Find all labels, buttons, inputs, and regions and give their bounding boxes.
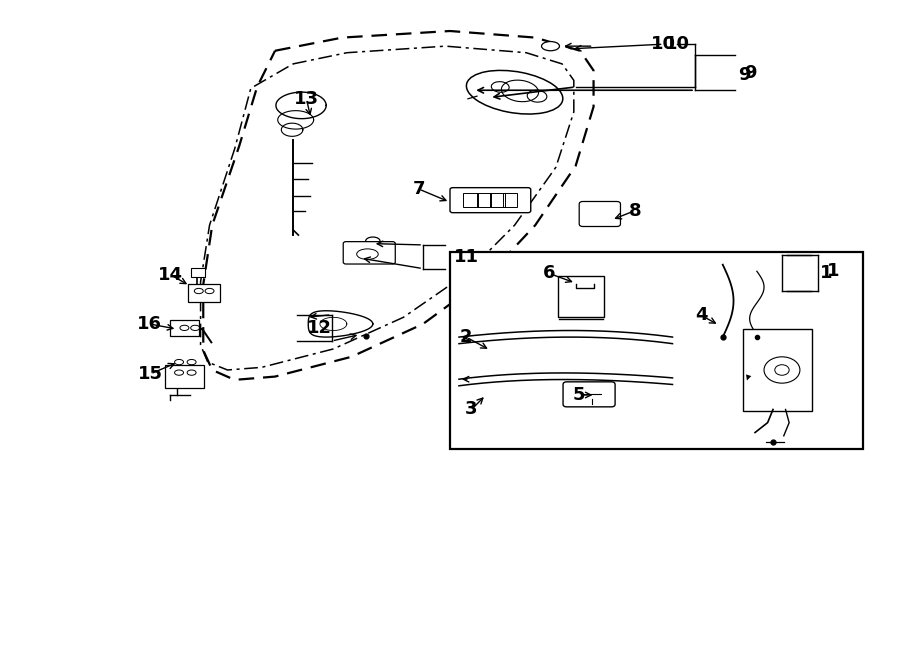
Text: 16: 16	[137, 315, 162, 333]
Ellipse shape	[466, 71, 562, 114]
Text: 10: 10	[664, 35, 689, 53]
Ellipse shape	[365, 237, 380, 245]
FancyBboxPatch shape	[191, 268, 205, 277]
FancyBboxPatch shape	[170, 320, 199, 336]
Text: 2: 2	[460, 328, 473, 346]
Text: 3: 3	[465, 401, 478, 418]
Text: 4: 4	[695, 306, 707, 325]
Ellipse shape	[542, 42, 560, 51]
Text: 15: 15	[138, 365, 163, 383]
Text: 10: 10	[651, 35, 676, 53]
FancyBboxPatch shape	[563, 382, 615, 407]
Text: 5: 5	[573, 386, 586, 404]
FancyBboxPatch shape	[743, 329, 812, 411]
FancyBboxPatch shape	[165, 365, 204, 389]
Text: 8: 8	[628, 202, 641, 219]
Bar	[450, 252, 863, 449]
Text: 11: 11	[454, 248, 479, 266]
Text: 7: 7	[412, 180, 425, 198]
FancyBboxPatch shape	[343, 242, 395, 264]
Text: 9: 9	[744, 64, 757, 82]
Text: 12: 12	[306, 319, 331, 337]
Text: 1: 1	[827, 262, 840, 280]
FancyBboxPatch shape	[188, 284, 220, 301]
FancyBboxPatch shape	[450, 188, 531, 213]
Text: 13: 13	[294, 90, 319, 108]
Text: 14: 14	[158, 266, 183, 284]
FancyBboxPatch shape	[580, 202, 620, 227]
Text: 9: 9	[738, 66, 751, 84]
Text: 1: 1	[820, 264, 832, 282]
FancyBboxPatch shape	[558, 276, 604, 317]
Text: 6: 6	[543, 264, 555, 282]
